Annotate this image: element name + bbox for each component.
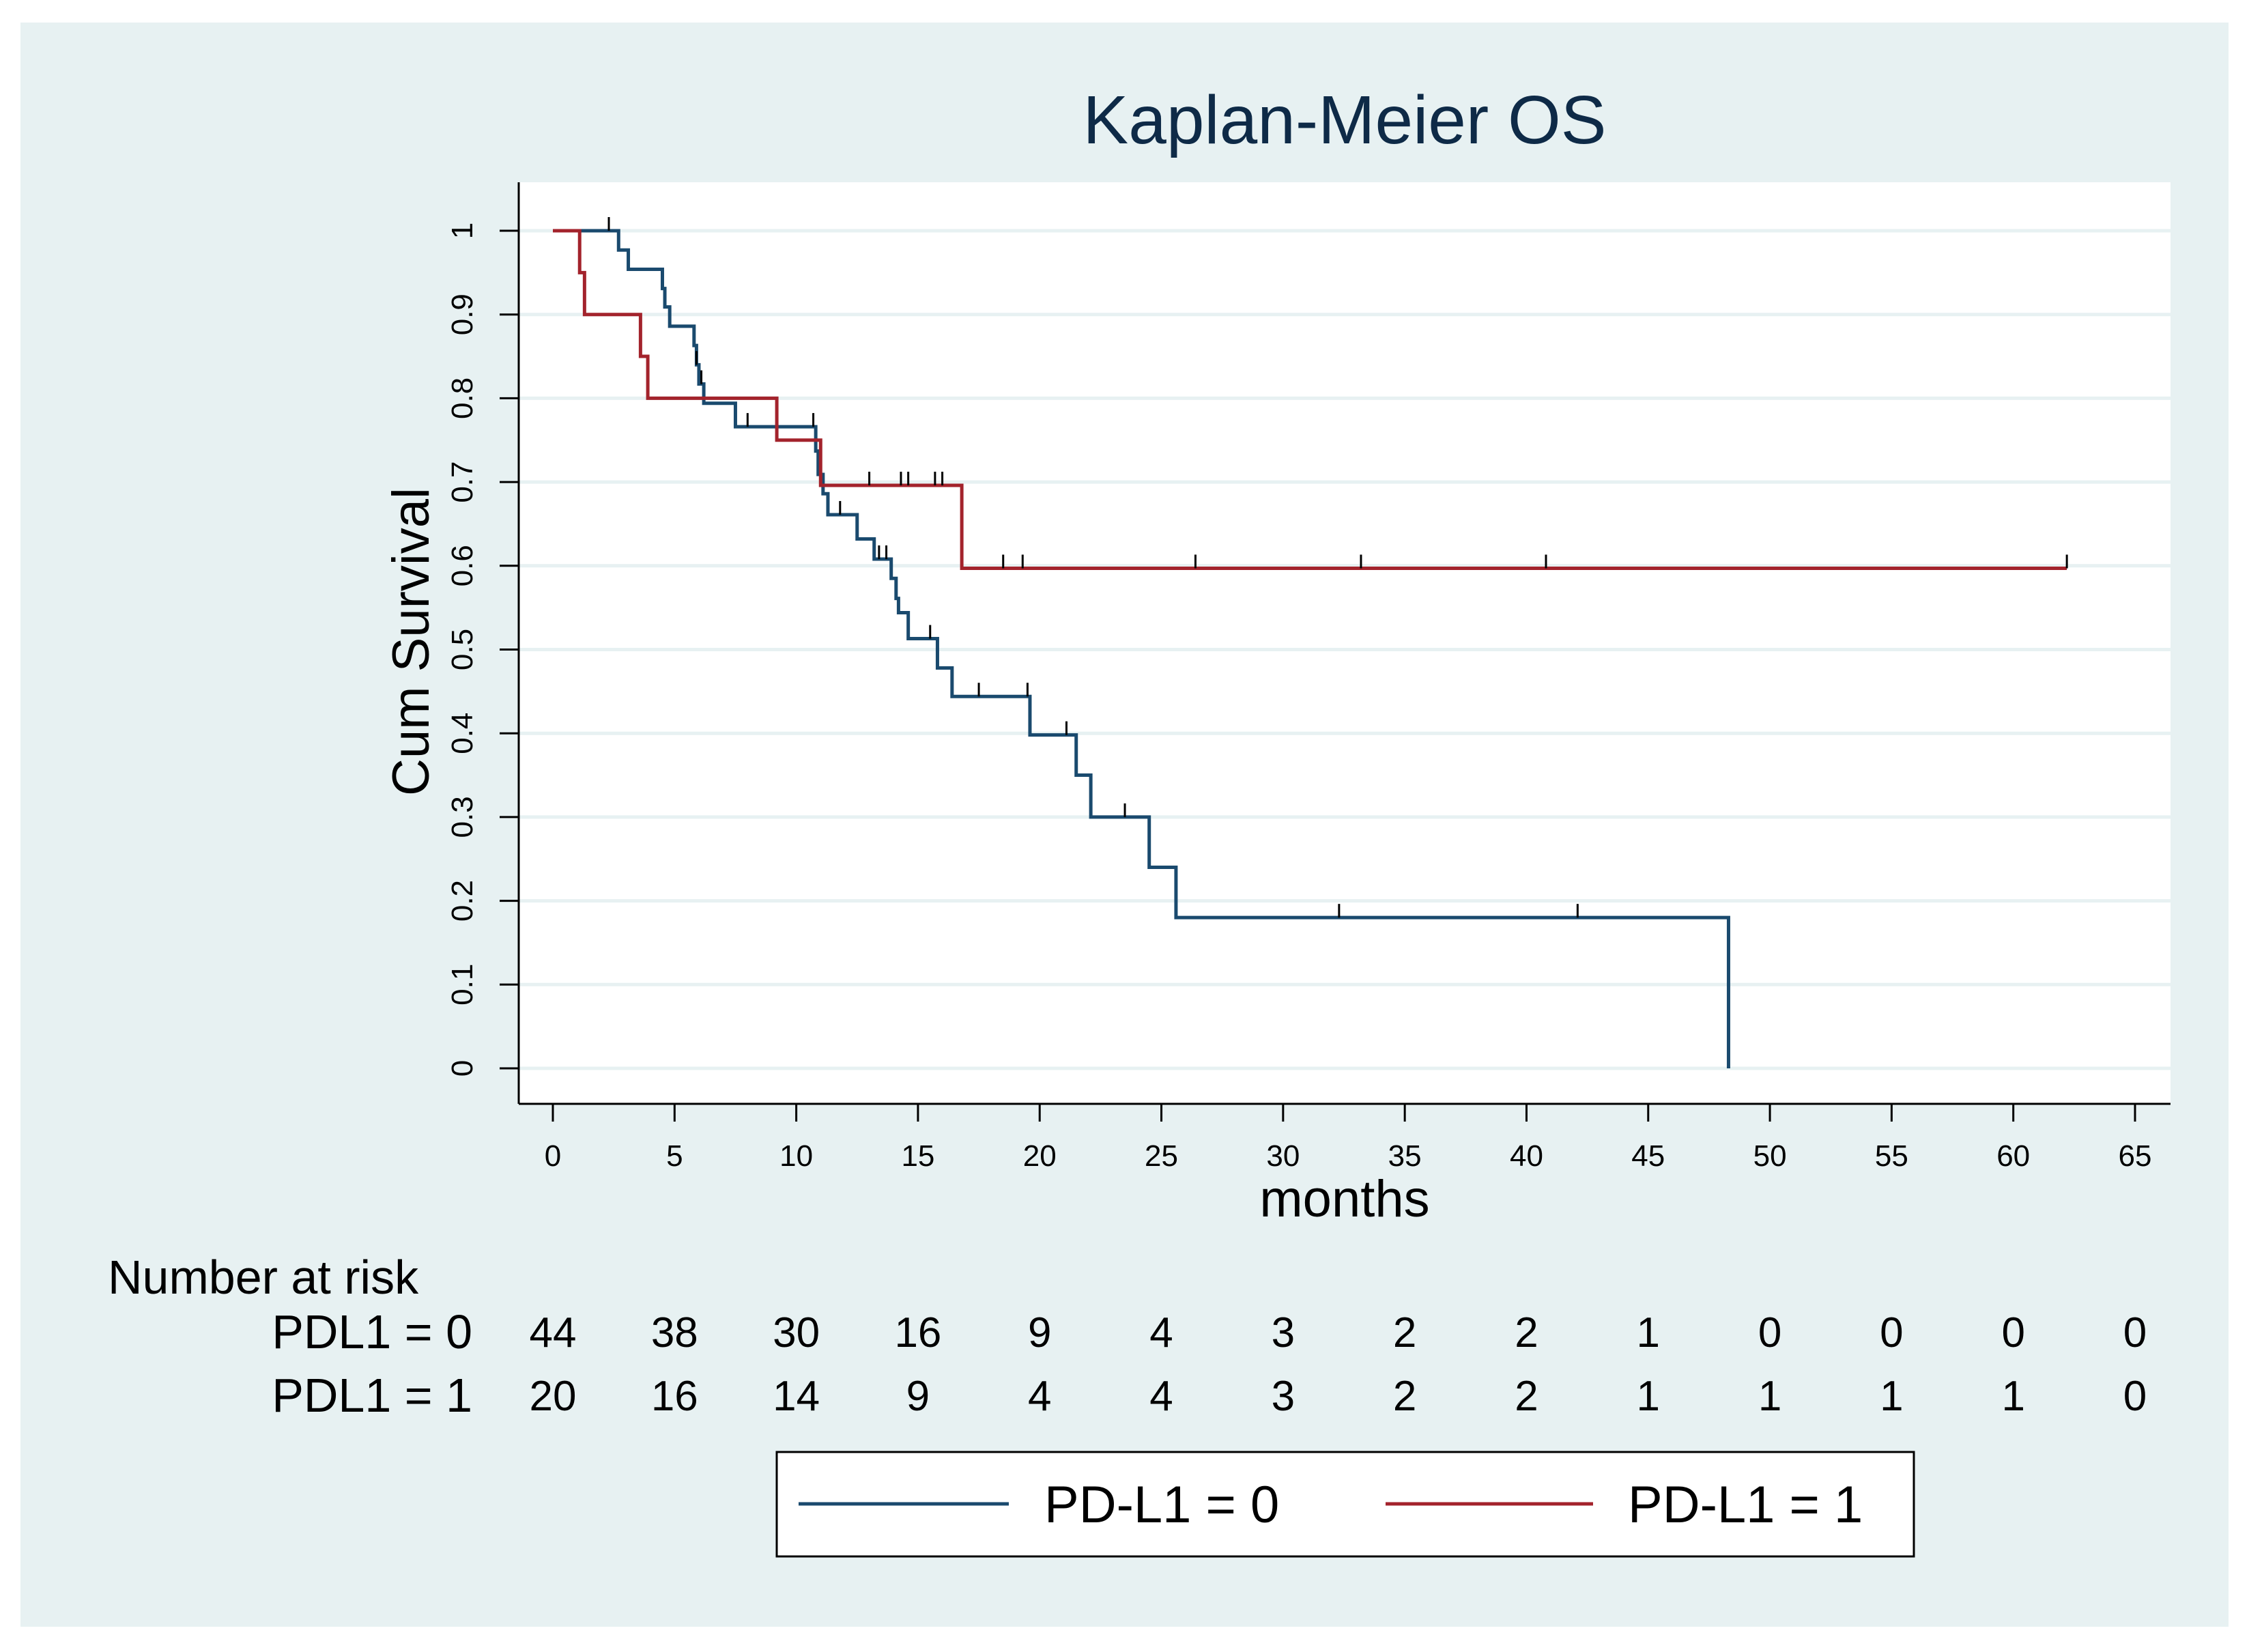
x-tick-label: 55	[1875, 1139, 1908, 1173]
risk-count: 30	[773, 1309, 820, 1356]
x-tick-label: 35	[1388, 1139, 1422, 1173]
risk-count: 16	[894, 1309, 941, 1356]
survival-curves	[553, 217, 2068, 1068]
x-tick-label: 5	[666, 1139, 683, 1173]
x-tick-label: 25	[1145, 1139, 1178, 1173]
axes: 00.10.20.30.40.50.60.70.80.910 5 10 15 20 25 3…	[446, 182, 2171, 1173]
x-tick-label: 50	[1753, 1139, 1787, 1173]
chart-title: Kaplan-Meier OS	[1083, 82, 1607, 158]
y-tick-label: 0.5	[446, 629, 479, 670]
risk-count: 9	[1028, 1309, 1051, 1356]
x-tick-label: 45	[1631, 1139, 1665, 1173]
legend-label: PD-L1 = 1	[1628, 1476, 1863, 1534]
risk-count: 44	[530, 1309, 577, 1356]
risk-count: 0	[2123, 1373, 2147, 1420]
legend-label: PD-L1 = 0	[1044, 1476, 1279, 1534]
y-tick-label: 0.9	[446, 294, 479, 335]
risk-count: 2	[1515, 1309, 1538, 1356]
risk-table-title: Number at risk	[108, 1251, 419, 1304]
y-tick-label: 0.7	[446, 461, 479, 503]
x-tick-label: 20	[1023, 1139, 1057, 1173]
y-tick-label: 0.1	[446, 964, 479, 1006]
risk-count: 14	[773, 1373, 820, 1420]
risk-count: 38	[651, 1309, 698, 1356]
x-tick-label: 10	[779, 1139, 813, 1173]
risk-count: 3	[1272, 1373, 1295, 1420]
risk-count: 0	[2123, 1309, 2147, 1356]
risk-count: 0	[1758, 1309, 1781, 1356]
x-tick-label: 0	[545, 1139, 561, 1173]
risk-count: 1	[1880, 1373, 1903, 1420]
series-line-pdl1-0	[553, 229, 1730, 1068]
y-tick-label: 0.3	[446, 796, 479, 838]
x-tick-label: 30	[1266, 1139, 1300, 1173]
risk-count: 2	[1393, 1373, 1416, 1420]
risk-count: 1	[1637, 1373, 1660, 1420]
y-tick-label: 0.8	[446, 378, 479, 419]
y-tick-label: 0.2	[446, 880, 479, 922]
risk-count: 3	[1272, 1309, 1295, 1356]
x-tick-label: 15	[901, 1139, 934, 1173]
risk-count: 0	[2001, 1309, 2024, 1356]
y-tick-label: 1	[446, 223, 479, 239]
risk-count: 4	[1149, 1373, 1173, 1420]
risk-count: 9	[906, 1373, 930, 1420]
risk-count: 1	[1637, 1309, 1660, 1356]
plot-area	[519, 182, 2171, 1104]
y-tick-label: 0.6	[446, 545, 479, 586]
risk-count: 2	[1515, 1373, 1538, 1420]
risk-count: 1	[1758, 1373, 1781, 1420]
y-tick-label: 0.4	[446, 713, 479, 754]
risk-row-label: PDL1 = 0	[272, 1305, 472, 1358]
legend: PD-L1 = 0 PD-L1 = 1	[775, 1451, 1915, 1558]
x-tick-label: 65	[2119, 1139, 2152, 1173]
x-tick-label: 40	[1510, 1139, 1543, 1173]
y-tick-label: 0	[446, 1060, 479, 1077]
risk-count: 4	[1149, 1309, 1173, 1356]
risk-count: 1	[2001, 1373, 2024, 1420]
risk-count: 16	[651, 1373, 698, 1420]
risk-table: Number at risk PDL1 = 0 44 38 30 16 9 4 3 2 2 1 0 0 0…	[108, 1251, 2147, 1422]
series-line-pdl1-1	[553, 229, 2067, 570]
risk-row-label: PDL1 = 1	[272, 1369, 472, 1422]
risk-count: 4	[1028, 1373, 1051, 1420]
x-axis-title: months	[1259, 1170, 1429, 1228]
x-tick-label: 60	[1996, 1139, 2030, 1173]
risk-count: 0	[1880, 1309, 1903, 1356]
y-axis-title: Cum Survival	[382, 487, 440, 796]
risk-count: 2	[1393, 1309, 1416, 1356]
risk-count: 20	[530, 1373, 577, 1420]
gridlines	[519, 229, 2171, 1070]
